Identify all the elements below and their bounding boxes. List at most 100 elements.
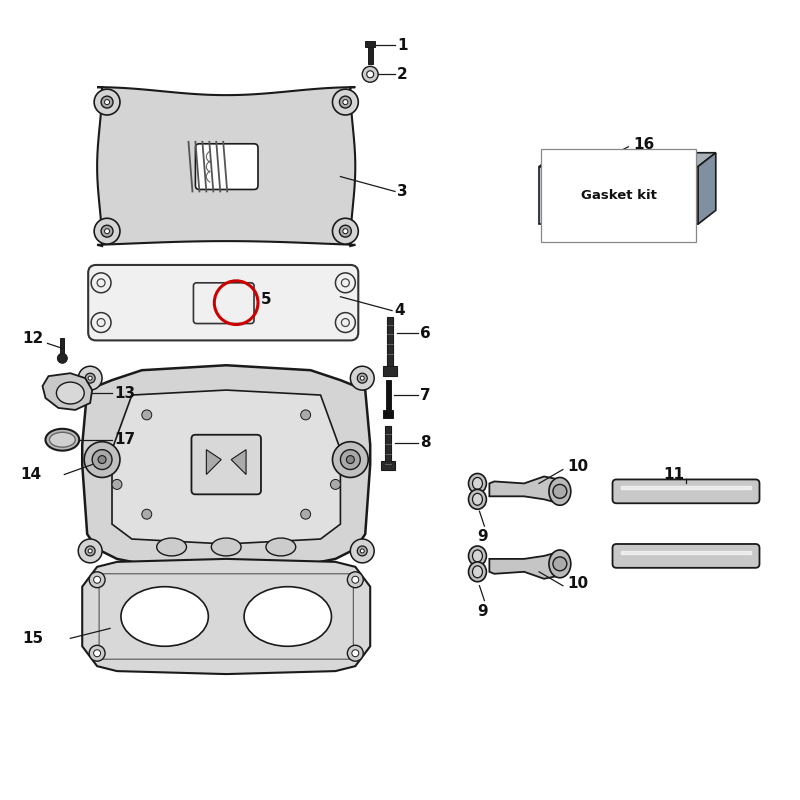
Text: 17: 17 bbox=[114, 432, 135, 447]
Circle shape bbox=[94, 576, 101, 583]
Polygon shape bbox=[698, 153, 716, 224]
Circle shape bbox=[553, 557, 567, 571]
Circle shape bbox=[92, 450, 112, 470]
Circle shape bbox=[88, 376, 92, 380]
Circle shape bbox=[105, 100, 110, 105]
FancyBboxPatch shape bbox=[613, 544, 759, 568]
Polygon shape bbox=[60, 338, 64, 354]
Ellipse shape bbox=[469, 546, 486, 566]
Circle shape bbox=[360, 376, 364, 380]
Ellipse shape bbox=[211, 538, 241, 556]
Circle shape bbox=[84, 442, 120, 478]
Text: 1: 1 bbox=[397, 38, 407, 53]
Circle shape bbox=[358, 373, 367, 383]
Circle shape bbox=[142, 510, 152, 519]
Polygon shape bbox=[387, 317, 393, 366]
Circle shape bbox=[91, 273, 111, 293]
Circle shape bbox=[350, 539, 374, 563]
Text: 15: 15 bbox=[22, 631, 44, 646]
Ellipse shape bbox=[157, 538, 186, 556]
FancyBboxPatch shape bbox=[539, 166, 698, 224]
Circle shape bbox=[91, 313, 111, 333]
Ellipse shape bbox=[469, 474, 486, 494]
Circle shape bbox=[347, 646, 363, 661]
Polygon shape bbox=[206, 450, 222, 474]
Circle shape bbox=[142, 410, 152, 420]
Circle shape bbox=[101, 226, 113, 237]
Text: 4: 4 bbox=[394, 303, 405, 318]
Text: 13: 13 bbox=[114, 386, 135, 401]
Circle shape bbox=[343, 229, 348, 234]
Ellipse shape bbox=[473, 478, 482, 490]
Polygon shape bbox=[97, 87, 355, 246]
Circle shape bbox=[341, 450, 360, 470]
Text: 9: 9 bbox=[478, 604, 488, 619]
Ellipse shape bbox=[244, 586, 331, 646]
Circle shape bbox=[360, 549, 364, 553]
Polygon shape bbox=[490, 477, 561, 503]
Text: 5: 5 bbox=[261, 292, 271, 307]
Polygon shape bbox=[385, 426, 391, 461]
Circle shape bbox=[97, 318, 105, 326]
Polygon shape bbox=[82, 366, 370, 567]
Circle shape bbox=[86, 373, 95, 383]
Text: 11: 11 bbox=[663, 467, 684, 482]
Circle shape bbox=[98, 456, 106, 463]
Circle shape bbox=[89, 646, 105, 661]
Circle shape bbox=[553, 485, 567, 498]
Circle shape bbox=[343, 100, 348, 105]
Circle shape bbox=[330, 479, 341, 490]
Circle shape bbox=[94, 650, 101, 657]
Polygon shape bbox=[539, 153, 716, 166]
Polygon shape bbox=[82, 559, 370, 674]
Circle shape bbox=[97, 279, 105, 286]
Circle shape bbox=[333, 89, 358, 115]
Circle shape bbox=[301, 510, 310, 519]
Ellipse shape bbox=[46, 429, 79, 450]
FancyBboxPatch shape bbox=[613, 479, 759, 503]
Circle shape bbox=[78, 366, 102, 390]
Circle shape bbox=[346, 456, 354, 463]
Circle shape bbox=[333, 218, 358, 244]
Ellipse shape bbox=[469, 562, 486, 582]
Text: 16: 16 bbox=[634, 138, 654, 152]
Text: 6: 6 bbox=[420, 326, 430, 341]
Ellipse shape bbox=[57, 382, 84, 404]
Ellipse shape bbox=[473, 550, 482, 562]
Circle shape bbox=[105, 229, 110, 234]
Ellipse shape bbox=[121, 586, 208, 646]
Circle shape bbox=[94, 89, 120, 115]
Circle shape bbox=[89, 572, 105, 588]
Circle shape bbox=[352, 576, 358, 583]
Text: 14: 14 bbox=[21, 467, 42, 482]
Text: 9: 9 bbox=[478, 529, 488, 543]
Circle shape bbox=[339, 226, 351, 237]
Circle shape bbox=[362, 66, 378, 82]
Text: 3: 3 bbox=[397, 184, 408, 199]
Circle shape bbox=[358, 546, 367, 556]
Ellipse shape bbox=[50, 432, 75, 447]
Text: 10: 10 bbox=[567, 576, 588, 591]
FancyBboxPatch shape bbox=[195, 144, 258, 190]
Polygon shape bbox=[368, 46, 373, 64]
Circle shape bbox=[347, 572, 363, 588]
Polygon shape bbox=[42, 373, 92, 410]
Text: 10: 10 bbox=[567, 459, 588, 474]
FancyBboxPatch shape bbox=[88, 265, 358, 341]
Circle shape bbox=[342, 279, 350, 286]
Circle shape bbox=[78, 539, 102, 563]
Circle shape bbox=[350, 366, 374, 390]
Circle shape bbox=[335, 313, 355, 333]
Polygon shape bbox=[381, 461, 395, 470]
FancyBboxPatch shape bbox=[194, 283, 254, 323]
Circle shape bbox=[335, 273, 355, 293]
Polygon shape bbox=[383, 410, 393, 418]
Circle shape bbox=[339, 96, 351, 108]
Circle shape bbox=[352, 650, 358, 657]
Polygon shape bbox=[112, 390, 341, 544]
Circle shape bbox=[101, 96, 113, 108]
Polygon shape bbox=[383, 366, 397, 376]
Ellipse shape bbox=[266, 538, 296, 556]
Ellipse shape bbox=[469, 490, 486, 510]
Circle shape bbox=[112, 479, 122, 490]
